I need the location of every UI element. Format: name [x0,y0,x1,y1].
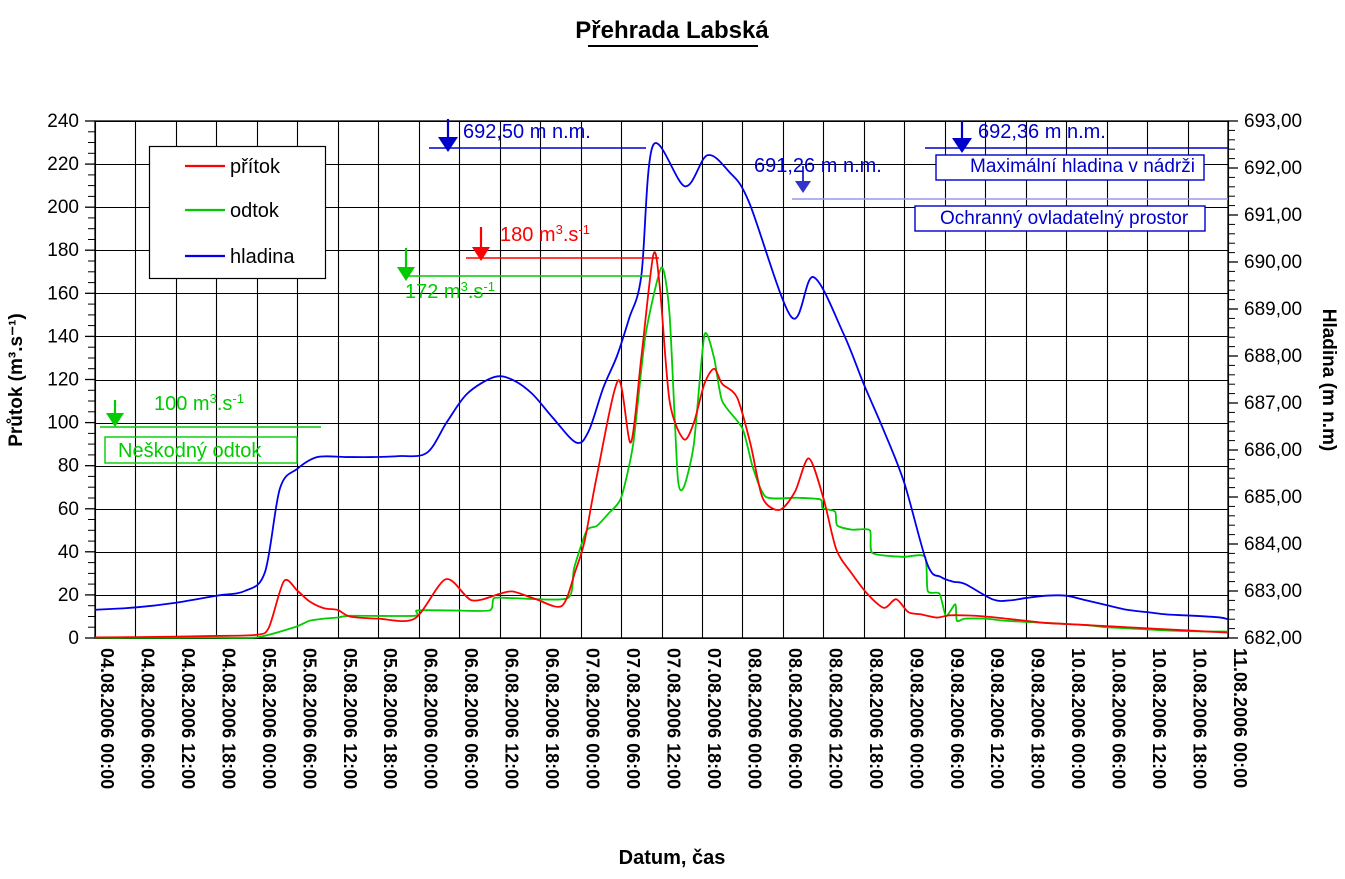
svg-text:06.08.2006 18:00: 06.08.2006 18:00 [542,648,562,789]
svg-text:09.08.2006 12:00: 09.08.2006 12:00 [987,648,1007,789]
svg-text:100: 100 [47,413,79,434]
svg-text:08.08.2006 18:00: 08.08.2006 18:00 [866,648,886,789]
svg-text:11.08.2006 00:00: 11.08.2006 00:00 [1230,648,1250,788]
svg-text:40: 40 [58,542,79,563]
svg-text:10.08.2006 12:00: 10.08.2006 12:00 [1149,648,1169,789]
svg-text:Hladina (m n.m): Hladina (m n.m) [1318,309,1339,452]
svg-text:09.08.2006 06:00: 09.08.2006 06:00 [947,648,967,789]
svg-text:692,36 m n.m.: 692,36 m n.m. [978,121,1106,143]
svg-text:Ochranný ovladatelný prostor: Ochranný ovladatelný prostor [940,208,1189,229]
svg-text:140: 140 [47,326,79,347]
svg-text:05.08.2006 18:00: 05.08.2006 18:00 [380,648,400,789]
svg-text:180: 180 [47,240,79,261]
svg-text:160: 160 [47,283,79,304]
svg-text:05.08.2006 00:00: 05.08.2006 00:00 [259,648,279,789]
svg-text:0: 0 [68,628,79,649]
svg-text:10.08.2006 06:00: 10.08.2006 06:00 [1109,648,1129,789]
svg-text:07.08.2006 06:00: 07.08.2006 06:00 [623,648,643,789]
svg-text:hladina: hladina [230,246,295,268]
svg-text:682,00: 682,00 [1244,628,1302,649]
svg-text:Průtok (m³.s⁻¹): Průtok (m³.s⁻¹) [6,313,27,447]
svg-text:05.08.2006 12:00: 05.08.2006 12:00 [340,648,360,789]
svg-text:691,00: 691,00 [1244,205,1302,226]
svg-text:Maximální hladina v nádrži: Maximální hladina v nádrži [970,156,1195,177]
svg-text:06.08.2006 12:00: 06.08.2006 12:00 [502,648,522,789]
svg-text:684,00: 684,00 [1244,534,1302,555]
svg-text:06.08.2006 00:00: 06.08.2006 00:00 [421,648,441,789]
svg-text:07.08.2006 18:00: 07.08.2006 18:00 [704,648,724,789]
svg-text:05.08.2006 06:00: 05.08.2006 06:00 [299,648,319,789]
svg-text:Přehrada Labská: Přehrada Labská [575,17,769,44]
svg-text:09.08.2006 00:00: 09.08.2006 00:00 [906,648,926,789]
svg-text:20: 20 [58,585,79,606]
svg-text:688,00: 688,00 [1244,346,1302,367]
svg-text:240: 240 [47,111,79,132]
svg-text:08.08.2006 06:00: 08.08.2006 06:00 [785,648,805,789]
svg-text:180 m3.s-1: 180 m3.s-1 [500,222,590,247]
svg-text:04.08.2006 12:00: 04.08.2006 12:00 [178,648,198,789]
svg-text:120: 120 [47,370,79,391]
svg-text:100 m3.s-1: 100 m3.s-1 [154,391,244,416]
svg-text:08.08.2006 00:00: 08.08.2006 00:00 [744,648,764,789]
svg-text:692,00: 692,00 [1244,158,1302,179]
svg-text:04.08.2006 00:00: 04.08.2006 00:00 [97,648,117,789]
svg-text:693,00: 693,00 [1244,111,1302,132]
svg-text:04.08.2006 06:00: 04.08.2006 06:00 [138,648,158,789]
svg-text:06.08.2006 06:00: 06.08.2006 06:00 [461,648,481,789]
svg-text:683,00: 683,00 [1244,581,1302,602]
svg-text:09.08.2006 18:00: 09.08.2006 18:00 [1028,648,1048,789]
svg-text:686,00: 686,00 [1244,440,1302,461]
svg-text:689,00: 689,00 [1244,299,1302,320]
svg-text:Datum, čas: Datum, čas [619,847,726,869]
svg-text:687,00: 687,00 [1244,393,1302,414]
svg-text:80: 80 [58,456,79,477]
svg-text:60: 60 [58,499,79,520]
svg-text:691,26 m n.m.: 691,26 m n.m. [754,155,882,177]
svg-text:690,00: 690,00 [1244,252,1302,273]
svg-text:10.08.2006 00:00: 10.08.2006 00:00 [1068,648,1088,789]
svg-text:692,50 m n.m.: 692,50 m n.m. [463,121,591,143]
svg-text:odtok: odtok [230,200,280,222]
svg-text:07.08.2006 00:00: 07.08.2006 00:00 [583,648,603,789]
svg-text:10.08.2006 18:00: 10.08.2006 18:00 [1190,648,1210,789]
svg-text:Neškodný odtok: Neškodný odtok [118,440,262,462]
svg-text:200: 200 [47,197,79,218]
svg-text:172 m3.s-1: 172 m3.s-1 [405,279,495,304]
svg-text:220: 220 [47,154,79,175]
svg-text:přítok: přítok [230,156,281,178]
svg-text:685,00: 685,00 [1244,487,1302,508]
svg-text:07.08.2006 12:00: 07.08.2006 12:00 [664,648,684,789]
svg-text:08.08.2006 12:00: 08.08.2006 12:00 [825,648,845,789]
svg-text:04.08.2006 18:00: 04.08.2006 18:00 [218,648,238,789]
